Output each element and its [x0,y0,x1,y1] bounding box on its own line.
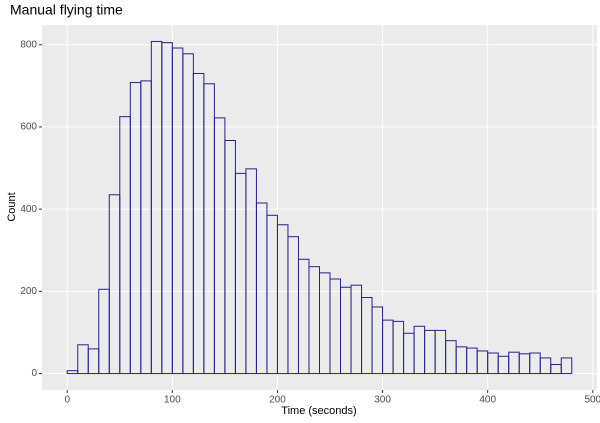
bar [560,357,573,375]
x-axis-label: Time (seconds) [281,405,356,417]
x-tick-label: 200 [269,395,286,406]
x-tick-label: 400 [479,395,496,406]
chart-title: Manual flying time [10,2,123,18]
y-tick-label: 0 [31,368,37,379]
x-tick-label: 500 [584,395,600,406]
x-tick-label: 0 [64,395,70,406]
y-tick-label: 400 [20,204,37,215]
y-tick-label: 800 [20,39,37,50]
y-tick-label: 600 [20,122,37,133]
y-tick-label: 200 [20,286,37,297]
x-tick-label: 300 [374,395,391,406]
y-axis-label: Count [6,192,18,221]
x-tick-label: 100 [164,395,181,406]
